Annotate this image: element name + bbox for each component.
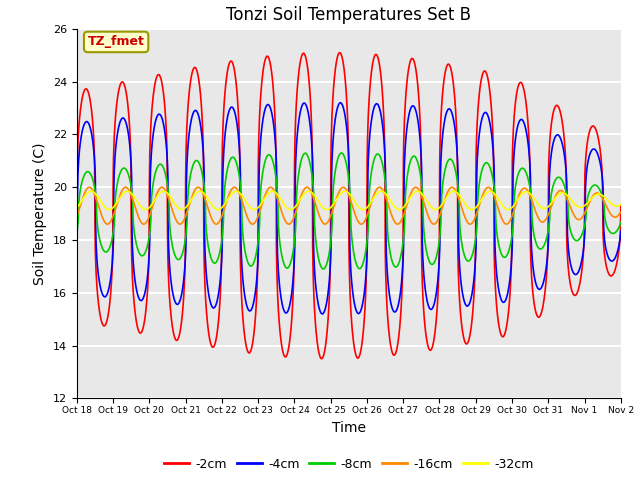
-16cm (434, 217, 442, 223)
-32cm (486, 188, 494, 194)
-8cm (553, 175, 561, 181)
-4cm (73, 246, 81, 252)
-2cm (505, 305, 513, 311)
-4cm (505, 284, 513, 289)
-16cm (255, 210, 263, 216)
-2cm (617, 203, 625, 209)
-2cm (194, 72, 202, 77)
-32cm (433, 206, 441, 212)
-32cm (468, 207, 476, 213)
-8cm (337, 150, 345, 156)
-16cm (158, 184, 166, 190)
-8cm (194, 158, 202, 164)
-2cm (336, 50, 344, 56)
-4cm (337, 100, 344, 106)
-8cm (617, 219, 625, 225)
-8cm (255, 234, 262, 240)
-2cm (318, 356, 326, 361)
-4cm (318, 311, 326, 317)
Legend: -2cm, -4cm, -8cm, -16cm, -32cm: -2cm, -4cm, -8cm, -16cm, -32cm (159, 453, 539, 476)
-16cm (176, 221, 184, 227)
Y-axis label: Soil Temperature (C): Soil Temperature (C) (33, 143, 47, 285)
-16cm (195, 184, 202, 190)
-16cm (73, 213, 81, 219)
-8cm (319, 266, 327, 272)
-8cm (434, 247, 442, 253)
-8cm (505, 248, 513, 253)
Text: TZ_fmet: TZ_fmet (88, 36, 145, 48)
-2cm (434, 294, 442, 300)
X-axis label: Time: Time (332, 420, 366, 434)
-32cm (194, 189, 202, 194)
-16cm (553, 191, 561, 196)
-2cm (255, 141, 262, 146)
-4cm (194, 110, 202, 116)
-4cm (180, 268, 188, 274)
-2cm (73, 203, 81, 208)
-4cm (255, 236, 262, 241)
Line: -4cm: -4cm (77, 103, 621, 314)
-32cm (73, 205, 81, 211)
-4cm (553, 132, 561, 138)
-16cm (617, 209, 625, 215)
-16cm (182, 214, 189, 220)
-4cm (617, 228, 625, 234)
-4cm (434, 277, 442, 283)
-2cm (553, 102, 561, 108)
-32cm (553, 193, 561, 199)
-32cm (255, 204, 262, 210)
-32cm (505, 207, 513, 213)
-32cm (180, 206, 188, 212)
Line: -32cm: -32cm (77, 191, 621, 210)
-32cm (617, 202, 625, 208)
Title: Tonzi Soil Temperatures Set B: Tonzi Soil Temperatures Set B (227, 6, 471, 24)
-8cm (180, 242, 188, 248)
Line: -8cm: -8cm (77, 153, 621, 269)
-2cm (180, 277, 188, 283)
-16cm (505, 219, 513, 225)
Line: -16cm: -16cm (77, 187, 621, 224)
Line: -2cm: -2cm (77, 53, 621, 359)
-8cm (73, 229, 81, 235)
